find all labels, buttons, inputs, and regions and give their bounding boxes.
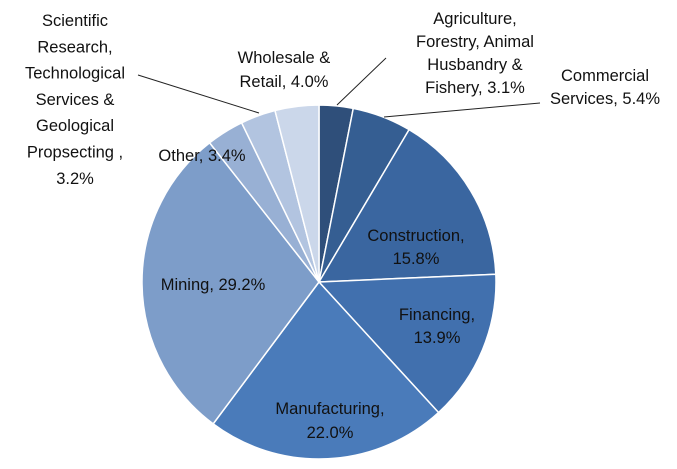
leader-line	[383, 102, 541, 118]
data-label-commercial-services: Commercial Services, 5.4%	[550, 67, 660, 108]
data-label-other: Other, 3.4%	[158, 147, 245, 165]
leader-line	[137, 74, 260, 114]
pie-slices	[141, 104, 497, 460]
data-label-financing: Financing, 13.9%	[399, 306, 475, 347]
data-label-mining: Mining, 29.2%	[161, 276, 266, 294]
data-label-agriculture-forestry-animal-husbandry-fishery: Agriculture, Forestry, Animal Husbandry & F…	[416, 10, 534, 97]
data-labels: Agriculture, Forestry, Animal Husbandry & F…	[25, 10, 660, 442]
pie-slice-construction	[317, 128, 497, 283]
pie-slice-wholesale-retail	[274, 104, 320, 283]
data-label-manufacturing: Manufacturing, 22.0%	[275, 400, 384, 442]
data-label-wholesale-retail: Wholesale & Retail, 4.0%	[238, 49, 331, 91]
data-label-scientific-research-technological-services-geological-propsecting: Scientific Research, Technological Services…	[25, 12, 125, 188]
leader-line	[336, 57, 387, 106]
leader-lines	[137, 57, 541, 118]
pie-slice-mining	[141, 141, 320, 425]
pie-slice-manufacturing	[212, 280, 440, 460]
pie-slice-financing	[317, 273, 497, 414]
data-label-construction: Construction, 15.8%	[367, 227, 464, 268]
